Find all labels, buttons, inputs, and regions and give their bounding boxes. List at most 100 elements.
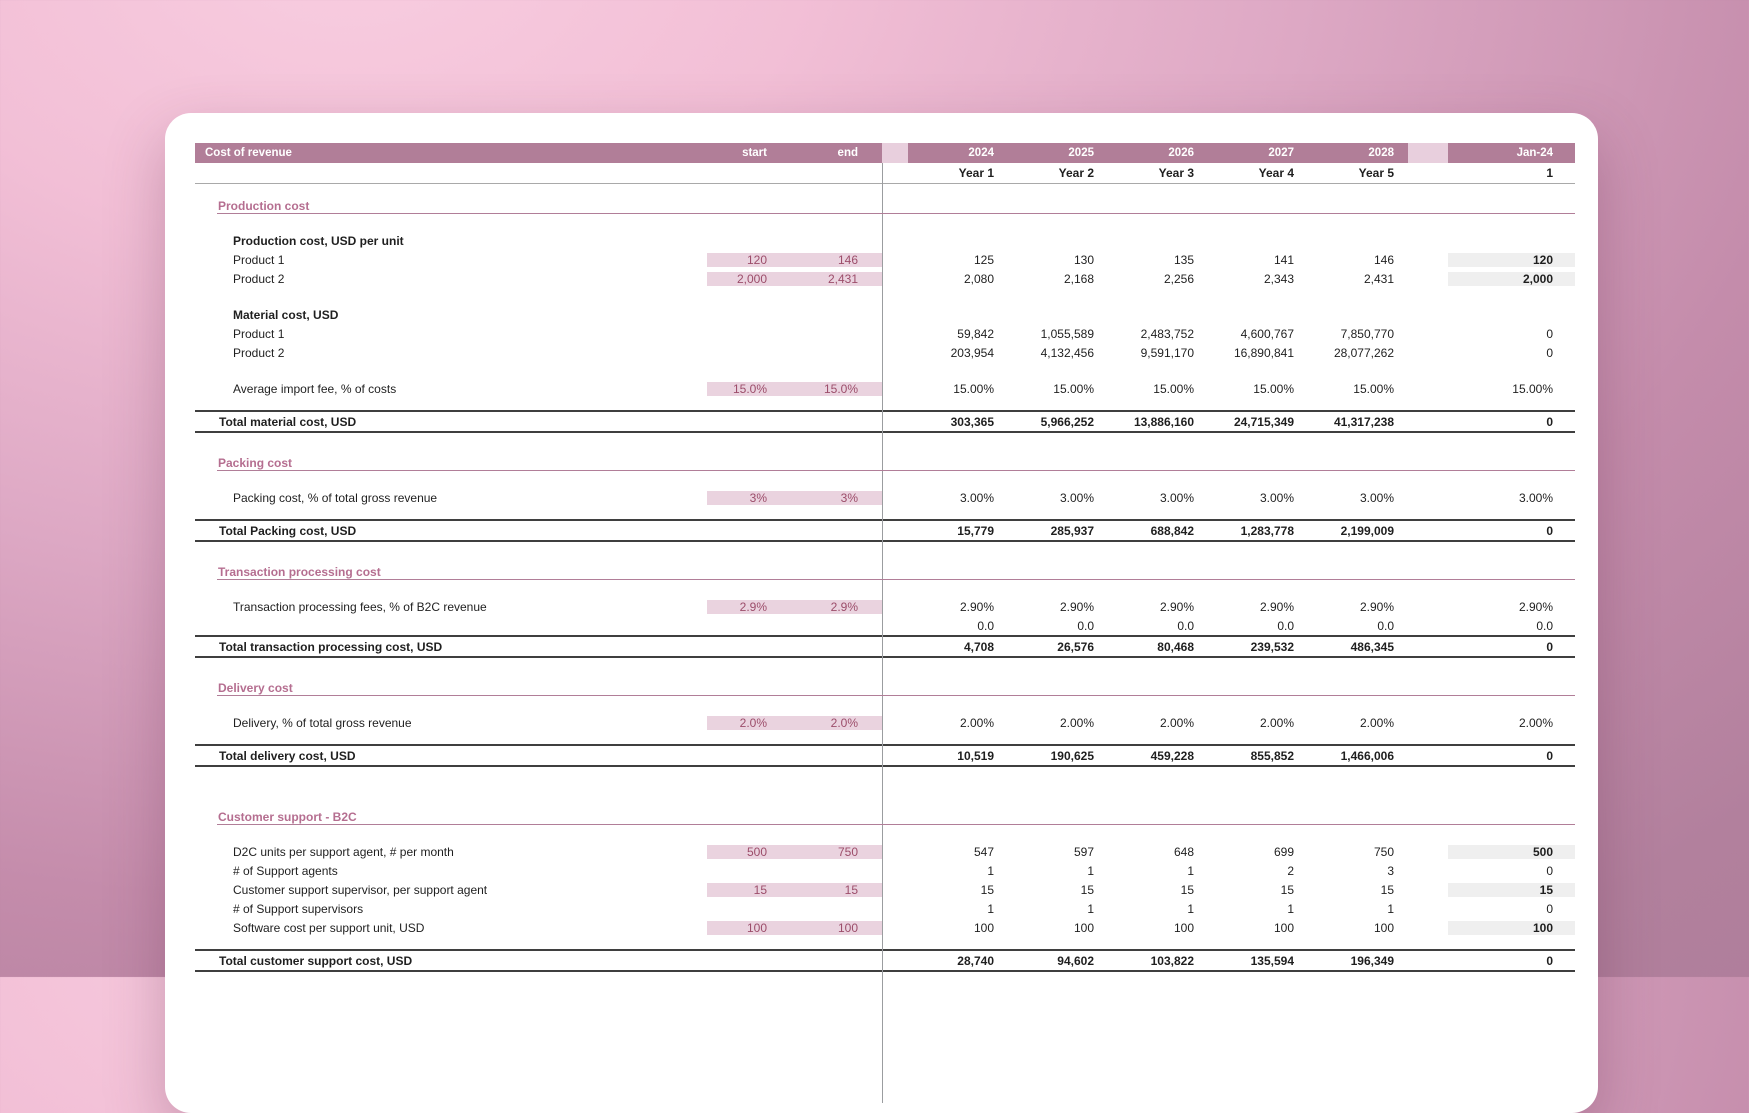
total-label: Total transaction processing cost, USD	[219, 639, 443, 654]
year-value-cell-5: 486,345	[1350, 639, 1394, 654]
year-value-cell-5: 100	[1373, 920, 1394, 935]
col-month-header: Jan-24	[1448, 143, 1575, 163]
section-underline	[217, 694, 1575, 696]
end-value-cell[interactable]: 2,431	[795, 271, 882, 286]
total-label: Total Packing cost, USD	[219, 523, 357, 538]
year-value-cell-2: 5,966,252	[1040, 414, 1094, 429]
start-value-cell[interactable]: 120	[707, 252, 795, 267]
month-value-cell: 0	[1546, 901, 1553, 916]
section-title-row: Packing cost	[195, 455, 1575, 471]
month-value-cell[interactable]: 2,000	[1448, 271, 1575, 286]
end-value-cell[interactable]: 100	[795, 920, 882, 935]
start-value-cell[interactable]: 2.0%	[707, 715, 795, 730]
year-value-cell-3: 135	[1173, 252, 1194, 267]
year-subheader-5: Year 5	[1358, 166, 1394, 180]
month-value-cell[interactable]: 500	[1448, 844, 1575, 859]
year-value-cell-3: 2.90%	[1159, 599, 1194, 614]
month-value-cell: 0	[1546, 863, 1553, 878]
group-row: Production cost, USD per unit	[195, 231, 1575, 250]
row-label: Product 1	[233, 252, 285, 267]
start-value-cell[interactable]: 15	[707, 882, 795, 897]
cost-of-revenue-sheet: Cost of revenue start end 2024 2025 2026 20…	[195, 143, 1575, 1103]
year-value-cell-4: 135,594	[1250, 953, 1294, 968]
total-row: Total customer support cost, USD 28,740 94…	[195, 949, 1575, 972]
month-value-cell[interactable]: 100	[1448, 920, 1575, 935]
year-value-cell-3: 2,483,752	[1140, 326, 1194, 341]
month-value-cell: 0	[1546, 414, 1553, 429]
start-value-cell[interactable]: 15.0%	[707, 381, 795, 396]
section-title-row: Customer support - B2C	[195, 809, 1575, 825]
year-value-cell-4: 16,890,841	[1233, 345, 1294, 360]
year-value-cell-2: 26,576	[1057, 639, 1094, 654]
year-value-cell-1: 100	[973, 920, 994, 935]
year-value-cell-1: 1	[987, 863, 994, 878]
total-row: Total transaction processing cost, USD 4,…	[195, 635, 1575, 658]
year-value-cell-4: 2.00%	[1259, 715, 1294, 730]
year-value-cell-5: 28,077,262	[1333, 345, 1394, 360]
section-underline	[217, 469, 1575, 471]
year-value-cell-2: 100	[1073, 920, 1094, 935]
year-value-cell-5: 2,431	[1363, 271, 1394, 286]
month-value-cell: 2.90%	[1518, 599, 1553, 614]
data-row: D2C units per support agent, # per month…	[195, 842, 1575, 861]
year-header-2024: 2024	[968, 147, 994, 159]
col-start-header: start	[742, 147, 767, 159]
end-value-cell[interactable]: 750	[795, 844, 882, 859]
end-value-cell[interactable]: 2.9%	[795, 599, 882, 614]
row-label: Production cost, USD per unit	[233, 233, 404, 248]
month-value-cell[interactable]: 120	[1448, 252, 1575, 267]
data-row: Average import fee, % of costs 15.0% 15.0%…	[195, 379, 1575, 398]
month-value-cell: 2.00%	[1518, 715, 1553, 730]
section-gap	[195, 433, 1575, 455]
start-value-cell[interactable]: 2,000	[707, 271, 795, 286]
row-label: Customer support supervisor, per support…	[233, 882, 488, 897]
year-value-cell-2: 15	[1080, 882, 1094, 897]
section-underline	[217, 212, 1575, 214]
row-spacer	[195, 507, 1575, 519]
row-label: Product 2	[233, 345, 285, 360]
year-value-cell-5: 2,199,009	[1340, 523, 1394, 538]
year-value-cell-5: 1,466,006	[1340, 748, 1394, 763]
end-value-cell[interactable]: 15	[795, 882, 882, 897]
row-label: # of Support agents	[233, 863, 338, 878]
column-divider	[882, 163, 883, 1103]
year-value-cell-3: 15	[1180, 882, 1194, 897]
title-gap	[195, 470, 1575, 488]
data-row: Product 1 120 146 125 130 135 141 146 120	[195, 250, 1575, 269]
year-value-cell-4: 239,532	[1250, 639, 1294, 654]
data-row: Delivery, % of total gross revenue 2.0% 2.…	[195, 713, 1575, 732]
year-value-cell-1: 2.90%	[959, 599, 994, 614]
year-value-cell-2: 0.0	[1077, 618, 1094, 633]
end-value-cell[interactable]: 15.0%	[795, 381, 882, 396]
year-value-cell-4: 855,852	[1250, 748, 1294, 763]
start-value-cell[interactable]: 500	[707, 844, 795, 859]
header-row: Cost of revenue start end 2024 2025 2026 20…	[195, 143, 1575, 163]
start-value-cell[interactable]: 100	[707, 920, 795, 935]
total-label: Total material cost, USD	[219, 414, 357, 429]
month-subheader: 1	[1546, 166, 1553, 180]
year-value-cell-4: 2	[1287, 863, 1294, 878]
year-value-cell-2: 130	[1073, 252, 1094, 267]
row-label: Product 2	[233, 271, 285, 286]
end-value-cell[interactable]: 146	[795, 252, 882, 267]
col-end-header: end	[837, 147, 858, 159]
year-subheader-3: Year 3	[1158, 166, 1194, 180]
start-value-cell[interactable]: 2.9%	[707, 599, 795, 614]
title-gap	[195, 213, 1575, 231]
year-value-cell-2: 15.00%	[1053, 381, 1094, 396]
year-value-cell-2: 1	[1087, 901, 1094, 916]
year-value-cell-2: 3.00%	[1059, 490, 1094, 505]
data-row: Transaction processing fees, % of B2C re…	[195, 597, 1575, 616]
end-value-cell[interactable]: 3%	[795, 490, 882, 505]
year-header-2027: 2027	[1268, 147, 1294, 159]
sheet-card: Cost of revenue start end 2024 2025 2026 20…	[165, 113, 1598, 1113]
section-title: Delivery cost	[218, 680, 293, 695]
start-value-cell[interactable]: 3%	[707, 490, 795, 505]
row-spacer	[195, 362, 1575, 379]
row-label: # of Support supervisors	[233, 901, 364, 916]
data-row: # of Support agents 1 1 1 2 3 0	[195, 861, 1575, 880]
month-value-cell[interactable]: 15	[1448, 882, 1575, 897]
year-value-cell-3: 15.00%	[1153, 381, 1194, 396]
end-value-cell[interactable]: 2.0%	[795, 715, 882, 730]
